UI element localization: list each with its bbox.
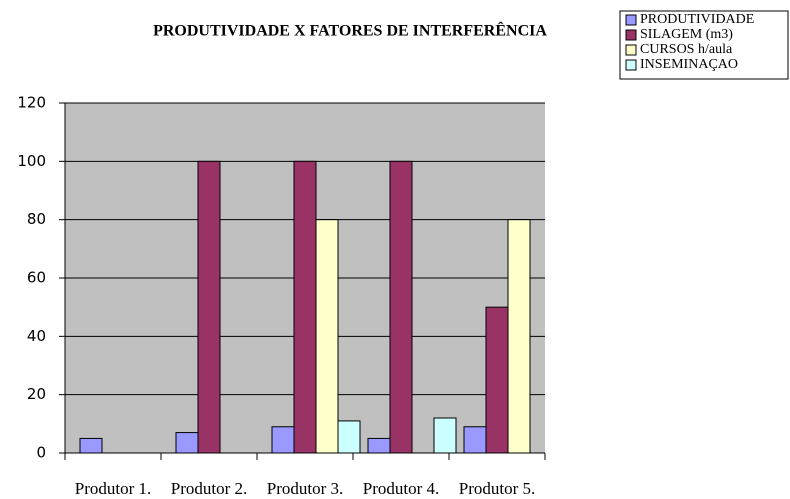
x-tick-label: Produtor 5.: [459, 479, 536, 498]
legend-label: INSEMINAÇAO: [640, 57, 738, 72]
legend-swatch: [625, 14, 637, 26]
legend-swatch: [625, 29, 637, 41]
x-tick-label: Produtor 3.: [267, 479, 344, 498]
bar: [337, 420, 361, 454]
legend-swatch: [625, 59, 637, 71]
legend-label: PRODUTIVIDADE: [640, 12, 754, 27]
y-tick-label: 80: [27, 210, 46, 228]
y-tick-label: 20: [27, 385, 46, 403]
bar: [315, 219, 339, 454]
bar: [197, 160, 221, 454]
bar: [463, 426, 487, 454]
bar: [507, 219, 531, 454]
bar: [389, 160, 413, 454]
y-tick-label: 40: [27, 327, 46, 345]
y-tick-label: 0: [36, 444, 46, 462]
bar: [271, 426, 295, 454]
y-tick-label: 100: [17, 152, 46, 170]
bar: [485, 306, 509, 454]
bar: [175, 432, 199, 454]
y-tick-label: 120: [17, 94, 46, 112]
bar: [433, 417, 457, 454]
y-tick-label: 60: [27, 269, 46, 287]
legend: [619, 10, 789, 80]
bar: [293, 160, 317, 454]
legend-label: SILAGEM (m3): [640, 27, 733, 42]
x-tick-label: Produtor 2.: [171, 479, 248, 498]
legend-swatch: [625, 44, 637, 56]
legend-label: CURSOS h/aula: [640, 42, 733, 57]
bar: [79, 437, 103, 454]
x-tick-label: Produtor 4.: [363, 479, 440, 498]
x-tick-label: Produtor 1.: [75, 479, 152, 498]
bar: [367, 437, 391, 454]
chart-title: PRODUTIVIDADE X FATORES DE INTERFERÊNCIA: [153, 21, 547, 40]
